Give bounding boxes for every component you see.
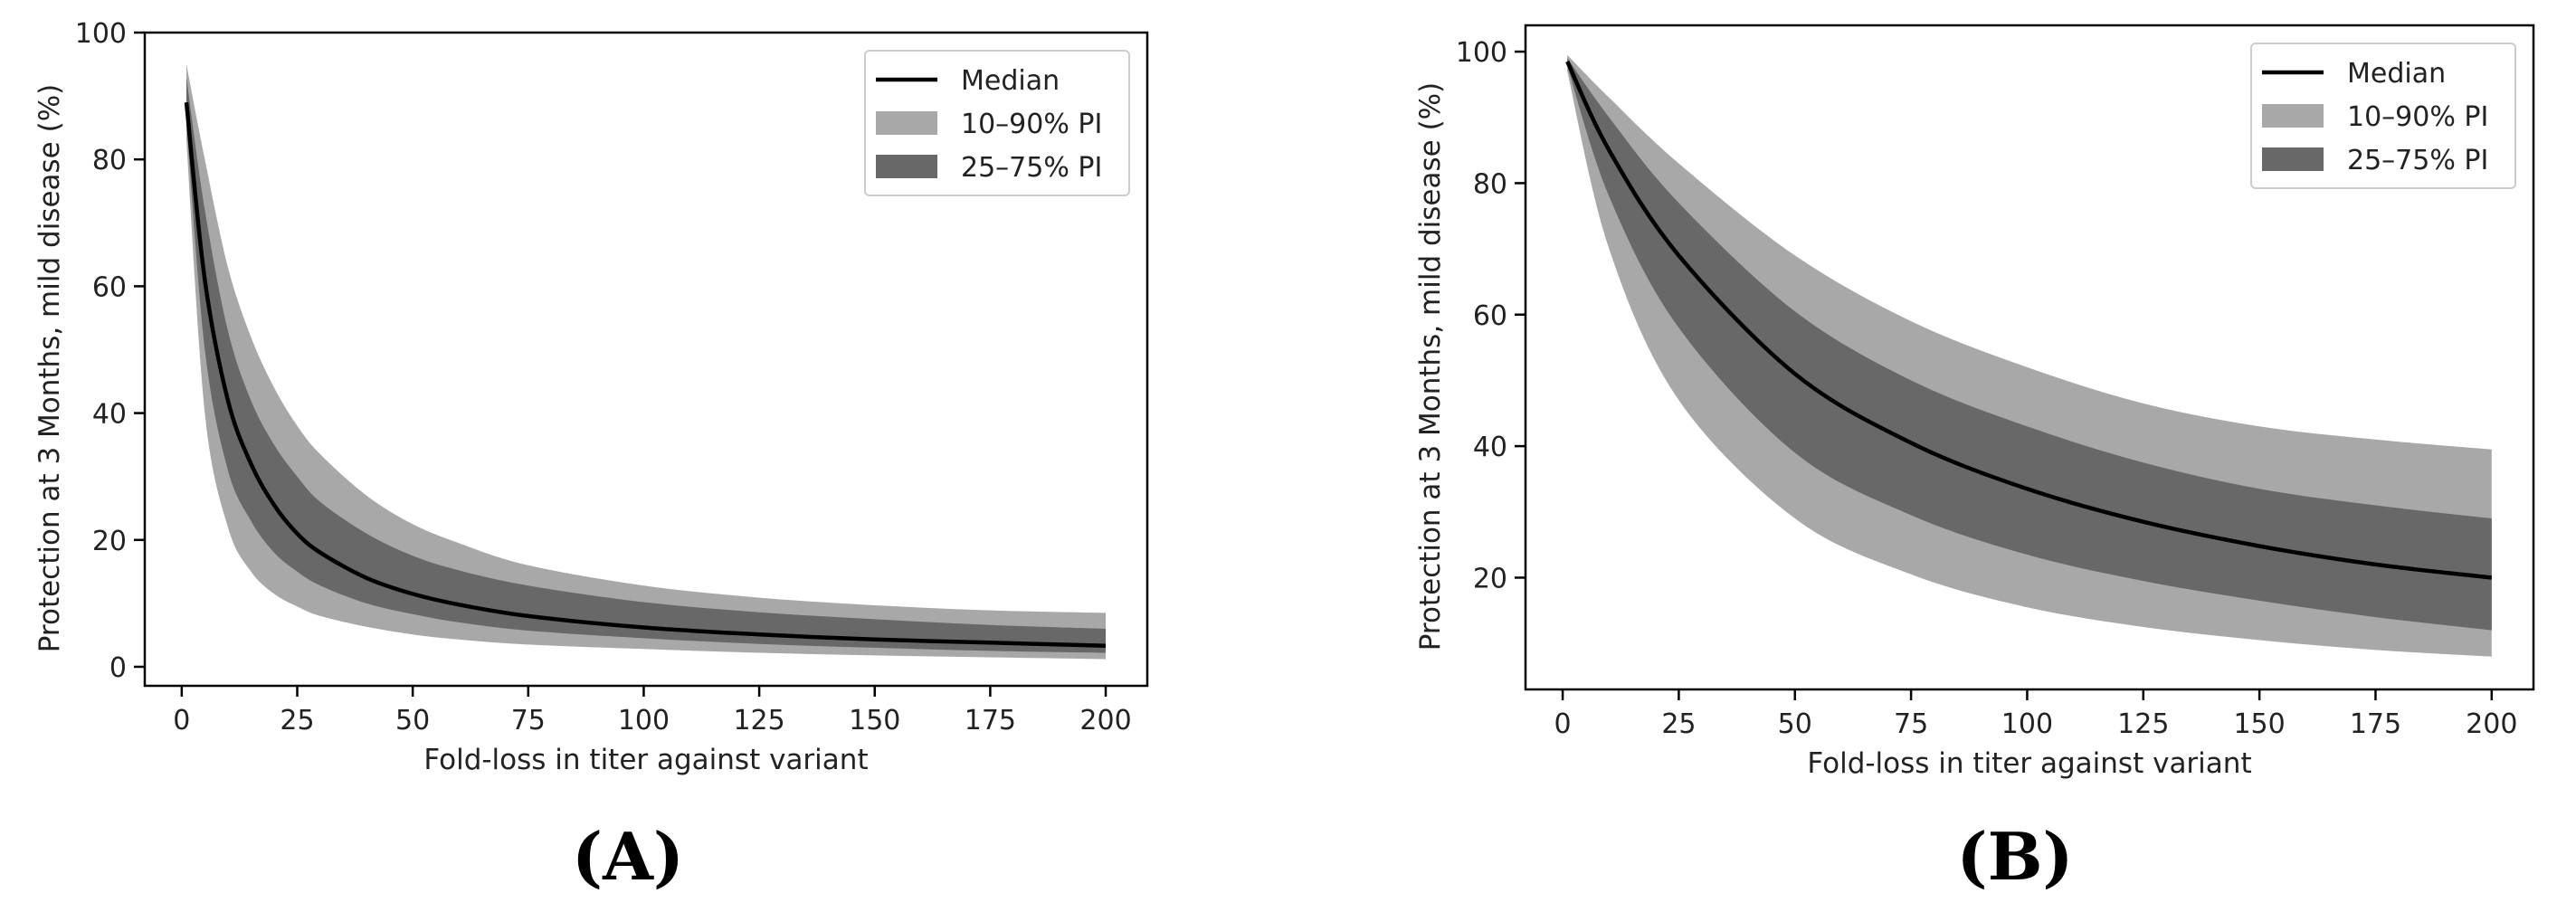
- legend-label: 10–90% PI: [961, 109, 1102, 140]
- legend-pi-25-75: 25–75% PI: [2262, 145, 2488, 176]
- x-tick-label: 0: [173, 705, 190, 736]
- legend: Median 10–90% PI 25–75% PI: [2250, 43, 2516, 189]
- panel-label: (B): [1957, 818, 2074, 895]
- chart-panel-a: 0 25 50 75 100 125 150 175 200 0 20 40 60 80 100 Fold-l…: [33, 18, 1149, 895]
- x-tick-label: 100: [2001, 708, 2053, 740]
- y-tick-label: 40: [92, 399, 127, 431]
- legend-label: Median: [2347, 58, 2446, 90]
- legend-label: 10–90% PI: [2347, 101, 2488, 133]
- y-axis-label: Protection at 3 Months, mild disease (%): [1414, 82, 1447, 651]
- legend-pi-10-90: 10–90% PI: [2262, 101, 2488, 133]
- legend-label: Median: [961, 65, 1060, 97]
- y-tick-label: 60: [1473, 300, 1507, 332]
- x-tick-label: 175: [2350, 708, 2401, 740]
- x-tick-label: 100: [618, 705, 670, 736]
- legend-swatch: [2262, 104, 2324, 128]
- panel-label: (A): [572, 818, 684, 895]
- legend-swatch: [876, 111, 937, 135]
- y-tick-label: 80: [1473, 168, 1507, 200]
- x-tick-label: 0: [1554, 708, 1572, 740]
- median-line: [1565, 61, 2493, 580]
- legend-label: 25–75% PI: [961, 152, 1102, 184]
- x-tick-label: 150: [849, 705, 900, 736]
- plot-frame: [1524, 24, 2535, 691]
- x-tick-label: 200: [2466, 708, 2517, 740]
- legend-label: 25–75% PI: [2347, 145, 2488, 176]
- x-tick-label: 75: [511, 705, 546, 736]
- legend-swatch: [876, 155, 937, 178]
- plot-frame: [143, 31, 1149, 688]
- y-tick-label: 100: [75, 18, 127, 50]
- median-line: [184, 101, 1107, 649]
- y-tick-label: 40: [1473, 432, 1507, 463]
- legend-swatch: [2262, 147, 2324, 171]
- x-tick-label: 175: [965, 705, 1016, 736]
- x-axis-label: Fold-loss in titer against variant: [1807, 747, 2251, 780]
- x-tick-label: 75: [1894, 708, 1928, 740]
- x-tick-label: 125: [733, 705, 784, 736]
- legend-median: Median: [876, 65, 1060, 97]
- y-tick-label: 0: [109, 652, 127, 684]
- x-tick-label: 50: [1778, 708, 1812, 740]
- y-axis-label: Protection at 3 Months, mild disease (%): [33, 84, 66, 652]
- y-tick-label: 20: [1473, 563, 1507, 594]
- legend-median: Median: [2262, 58, 2446, 90]
- y-tick-label: 100: [1456, 37, 1507, 69]
- x-tick-label: 150: [2233, 708, 2285, 740]
- x-tick-label: 25: [280, 705, 314, 736]
- legend-pi-10-90: 10–90% PI: [876, 109, 1102, 140]
- x-tick-label: 200: [1079, 705, 1131, 736]
- legend-pi-25-75: 25–75% PI: [876, 152, 1102, 184]
- y-tick-label: 80: [92, 145, 127, 176]
- x-axis-label: Fold-loss in titer against variant: [423, 744, 868, 776]
- x-tick-label: 125: [2117, 708, 2169, 740]
- x-tick-label: 25: [1661, 708, 1696, 740]
- y-tick-label: 20: [92, 526, 127, 557]
- y-tick-label: 60: [92, 271, 127, 303]
- pi-25-75-band: [1567, 58, 2492, 631]
- chart-panel-b: 0 25 50 75 100 125 150 175 200 20 40 60 80 100 Fold-lo…: [1414, 24, 2535, 895]
- legend: Median 10–90% PI 25–75% PI: [864, 50, 1130, 196]
- x-tick-label: 50: [395, 705, 430, 736]
